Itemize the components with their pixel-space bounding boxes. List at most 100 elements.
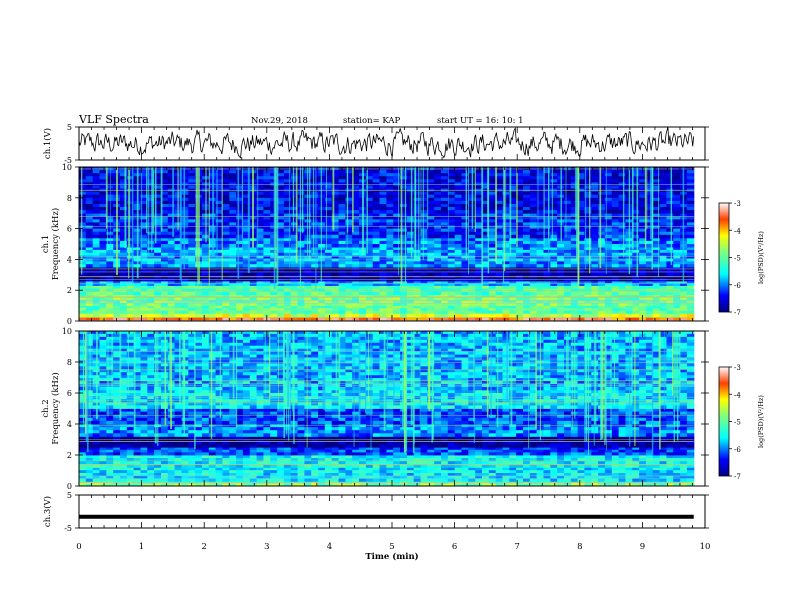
ch1-spectrogram-cell (420, 173, 428, 177)
ch1-spectrogram-cell (400, 200, 408, 205)
ch1-spectrogram-cell (584, 170, 592, 174)
ch1-spectrogram-cell (400, 269, 408, 274)
ch1-spectrogram-cell (79, 269, 87, 274)
ch1-spectrogram-cell (393, 170, 401, 174)
ch1-spectrogram-cell (365, 285, 374, 290)
ch1-spectrogram-cell (85, 281, 94, 284)
ch1-spectrogram-cell (324, 225, 333, 229)
ch1-spectrogram-cell (147, 204, 155, 208)
ch1-spectrogram-cell (577, 269, 585, 274)
ch1-spectrogram-cell (468, 249, 476, 254)
ch1-spectrogram-cell (577, 252, 585, 257)
ch1-spectrogram-cell (488, 302, 497, 306)
ch1-spectrogram-cell (686, 252, 695, 257)
ch1-spectrogram-cell (229, 252, 237, 257)
ch1-spectrogram-cell (147, 219, 155, 223)
ch1-spectrogram-cell (79, 213, 87, 217)
ch1-spectrogram-cell (92, 283, 101, 286)
ch1-spectrogram-cell (147, 247, 155, 251)
ch1-spectrogram-cell (154, 179, 162, 183)
ch1-spectrogram-cell (598, 302, 606, 306)
ch1-spectrogram-cell (557, 285, 565, 290)
ch1-spectrogram-cell (516, 204, 524, 208)
ch1-spectrogram-cell (304, 272, 312, 276)
ch1-spectrogram-cell (673, 305, 681, 309)
ch1-spectrogram-cell (427, 317, 435, 322)
ch1-spectrogram-cell (99, 237, 107, 242)
ch1-spectrogram-cell (618, 310, 626, 314)
ch1-spectrogram-cell (188, 261, 196, 265)
ch1-spectrogram-cell (447, 179, 456, 183)
ch1-spectrogram-cell (529, 261, 538, 265)
ch1-spectrogram-cell (324, 247, 333, 251)
ch1-spectrogram-cell (345, 247, 353, 251)
ch1-spectrogram-cell (516, 191, 524, 196)
ch1-spectrogram-cell (618, 194, 626, 199)
ch1-spectrogram-cell (331, 219, 340, 223)
ch1-spectrogram-cell (645, 234, 654, 239)
ch1-spectrogram-cell (488, 283, 497, 286)
ch1-spectrogram-cell (85, 228, 94, 233)
ch1-spectrogram-cell (673, 313, 681, 318)
ch1-spectrogram-cell (564, 182, 572, 186)
ch1-spectrogram-cell (468, 291, 476, 296)
ch1-spectrogram-cell (229, 222, 237, 226)
ch1-spectrogram-cell (120, 285, 128, 290)
ch1-spectrogram-cell (618, 207, 626, 211)
ch1-spectrogram-cell (591, 283, 599, 286)
ch1-spectrogram-cell (632, 179, 640, 183)
ch1-spectrogram-cell (222, 244, 230, 248)
ch1-spectrogram-cell (379, 308, 387, 312)
ch1-spectrogram-cell (140, 170, 148, 174)
ch1-spectrogram-cell (154, 308, 162, 312)
ch1-spectrogram-cell (256, 182, 264, 186)
ch1-spectrogram-cell (229, 225, 237, 229)
ch1-spectrogram-cell (482, 194, 490, 199)
ch1-spectrogram-cell (598, 228, 606, 233)
ch1-spectrogram-cell (92, 310, 101, 314)
ch1-spectrogram-cell (441, 313, 449, 318)
ch1-spectrogram-cell (543, 213, 551, 217)
ch1-spectrogram-cell (161, 283, 169, 286)
ch1-spectrogram-cell (290, 213, 299, 217)
ch1-spectrogram-cell (188, 170, 196, 174)
ch1-spectrogram-cell (557, 261, 565, 265)
ch1-spectrogram-cell (304, 261, 312, 265)
ch1-spectrogram-cell (229, 300, 237, 304)
ch1-spectrogram-cell (598, 300, 606, 304)
ch1-spectrogram-cell (85, 285, 94, 290)
ch1-spectrogram-cell (598, 210, 606, 214)
ch1-spectrogram-cell (249, 283, 258, 286)
ch1-spectrogram-cell (324, 237, 333, 242)
ch1-spectrogram-cell (591, 244, 599, 248)
ch1-spectrogram-cell (475, 305, 483, 309)
ch1-spectrogram-cell (488, 240, 497, 245)
ch1-spectrogram-cell (99, 302, 107, 306)
ch1-spectrogram-cell (263, 252, 271, 257)
ch1-spectrogram-cell (523, 302, 531, 306)
ch1-spectrogram-cell (536, 207, 544, 211)
ch1-spectrogram-cell (352, 291, 360, 296)
ch1-spectrogram-cell (673, 231, 681, 236)
ch1-spectrogram-cell (154, 240, 162, 245)
ch1-spectrogram-cell (297, 261, 305, 265)
ch1-spectrogram-cell (495, 255, 504, 259)
ch1-spectrogram-cell (509, 247, 517, 251)
ch1-spectrogram-cell (632, 278, 640, 282)
ch1-spectrogram-cell (79, 222, 87, 226)
ch1-spectrogram-cell (167, 255, 176, 259)
ch1-spectrogram-cell (331, 222, 340, 226)
ch1-spectrogram-cell (652, 264, 661, 268)
ch1-spectrogram-cell (147, 182, 155, 186)
ch1-spectrogram-cell (447, 249, 456, 254)
ch1-spectrogram-cell (454, 213, 463, 217)
ch1-spectrogram-cell (338, 302, 346, 306)
ch1-spectrogram-cell (577, 194, 585, 199)
ch1-spectrogram-cell (79, 234, 87, 239)
ch1-spectrogram-cell (495, 240, 504, 245)
ch1-spectrogram-cell (434, 278, 442, 282)
ch1-spectrogram-cell (441, 200, 449, 205)
ch1-spectrogram-cell (249, 247, 258, 251)
ch1-spectrogram-cell (441, 234, 449, 239)
ch1-spectrogram-cell (570, 204, 579, 208)
